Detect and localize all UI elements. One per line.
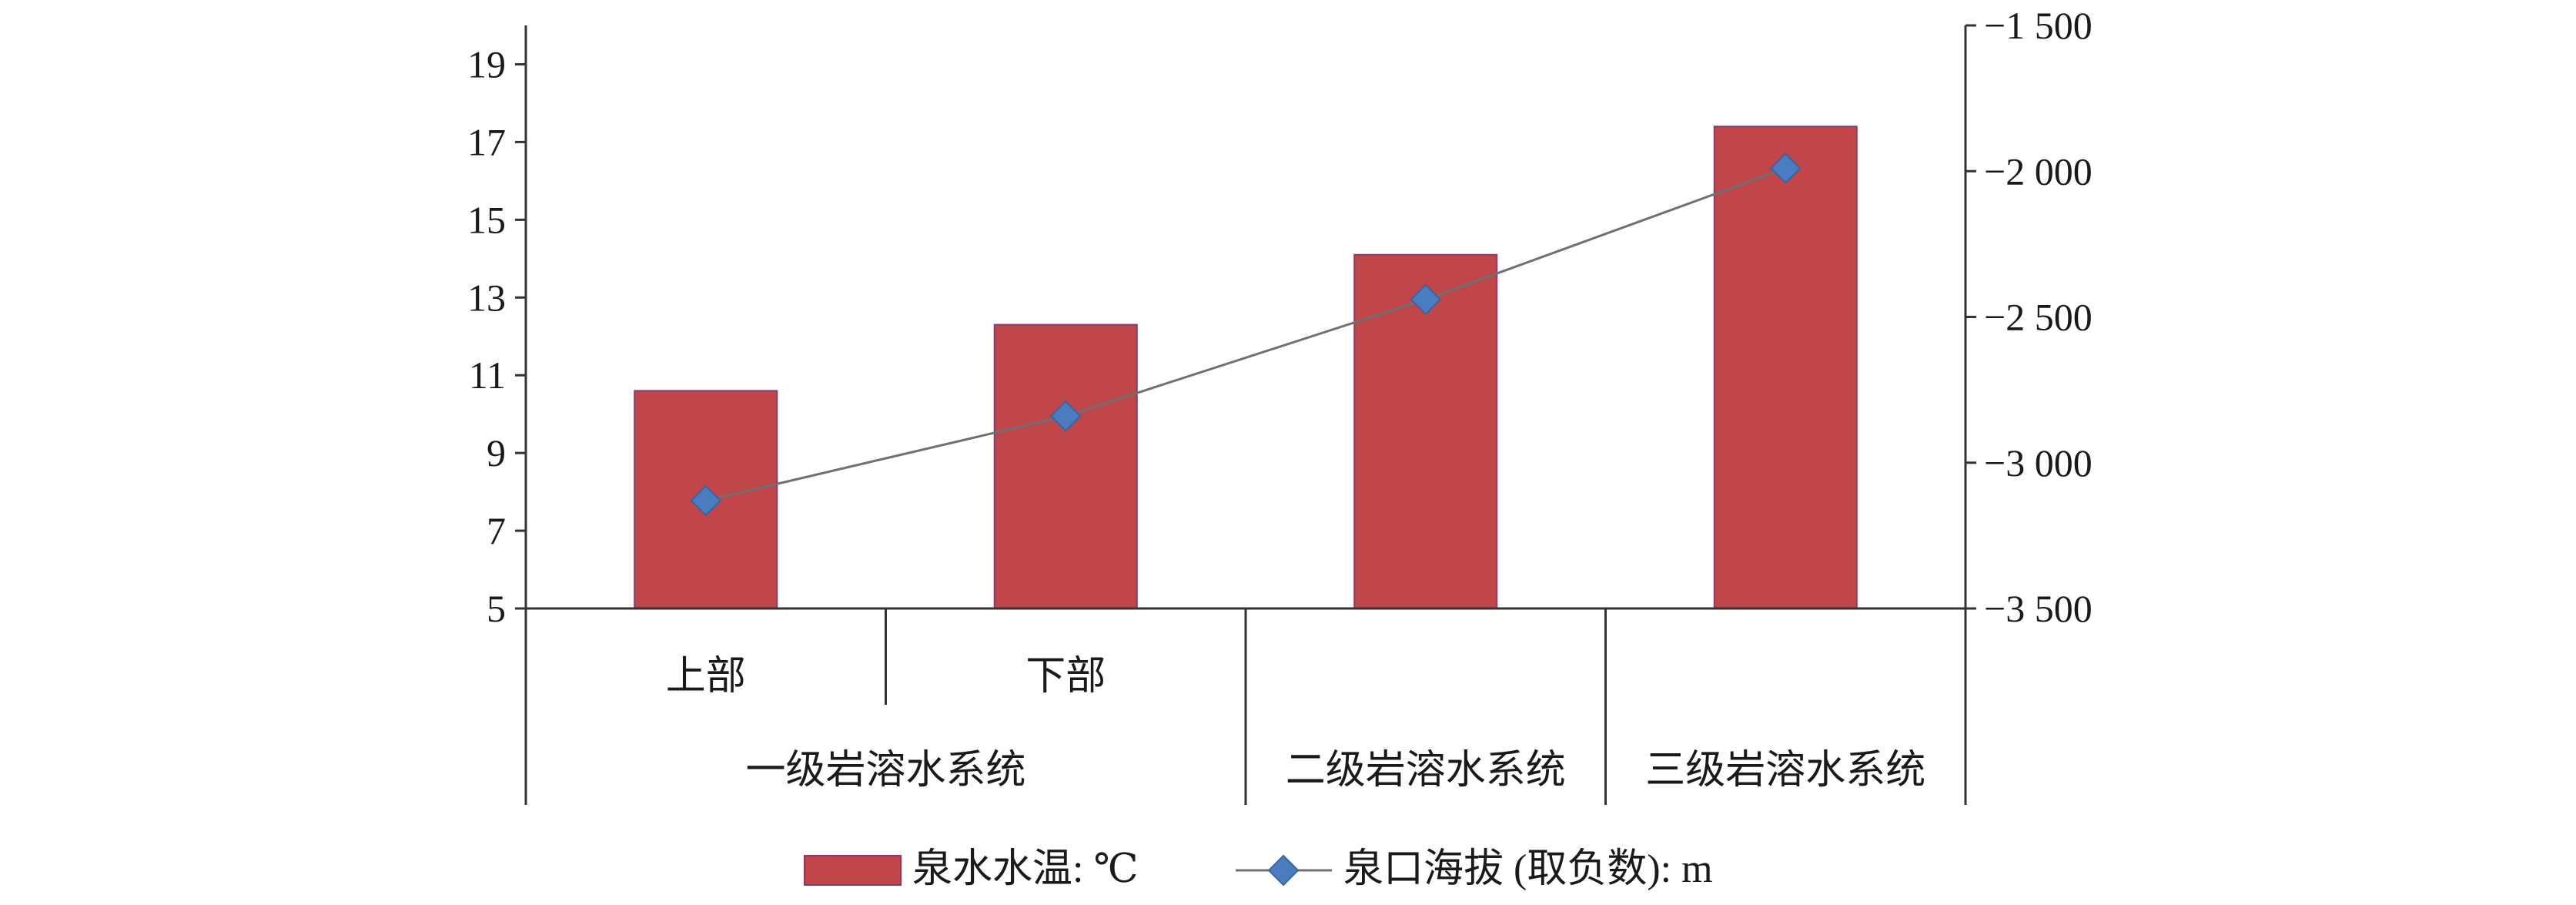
y-right-tick-label: −2 500 bbox=[1984, 296, 2093, 339]
y-right-tick-label: −3 500 bbox=[1984, 587, 2093, 630]
y-left-tick-label: 9 bbox=[487, 431, 506, 474]
y-left-tick-label: 19 bbox=[467, 42, 506, 85]
y-left-tick-label: 7 bbox=[487, 509, 506, 552]
y-left-tick-label: 17 bbox=[467, 120, 506, 163]
legend-line-label: 泉口海拔 (取负数): m bbox=[1343, 847, 1713, 891]
legend: 泉水水温: ℃ 泉口海拔 (取负数): m bbox=[804, 847, 1713, 891]
category-group-label: 二级岩溶水系统 bbox=[1286, 749, 1566, 793]
legend-bar-label: 泉水水温: ℃ bbox=[912, 847, 1139, 891]
y-right-tick-label: −3 000 bbox=[1984, 441, 2093, 484]
plot-area bbox=[634, 126, 1858, 610]
elevation-line bbox=[705, 167, 1786, 502]
elevation-point-2 bbox=[1049, 400, 1082, 432]
legend-marker bbox=[1267, 854, 1300, 887]
y-right-tick-label: −1 500 bbox=[1984, 4, 2093, 47]
elevation-point-1 bbox=[690, 484, 722, 517]
y-left-tick-label: 13 bbox=[467, 276, 506, 319]
category-group-label: 一级岩溶水系统 bbox=[745, 749, 1025, 793]
y-left-tick-label: 5 bbox=[487, 587, 506, 630]
elevation-point-4 bbox=[1769, 153, 1802, 184]
legend-bar-swatch bbox=[804, 855, 902, 886]
category-label: 上部 bbox=[666, 655, 746, 699]
bar-4 bbox=[1713, 126, 1858, 610]
bar-2 bbox=[993, 323, 1138, 609]
category-label: 下部 bbox=[1025, 655, 1106, 699]
y-left-tick-label: 11 bbox=[469, 354, 506, 397]
y-right-tick-label: −2 000 bbox=[1984, 149, 2093, 193]
category-group-label: 三级岩溶水系统 bbox=[1645, 749, 1925, 793]
y-left-tick-label: 15 bbox=[467, 198, 506, 241]
elevation-point-3 bbox=[1410, 283, 1442, 316]
